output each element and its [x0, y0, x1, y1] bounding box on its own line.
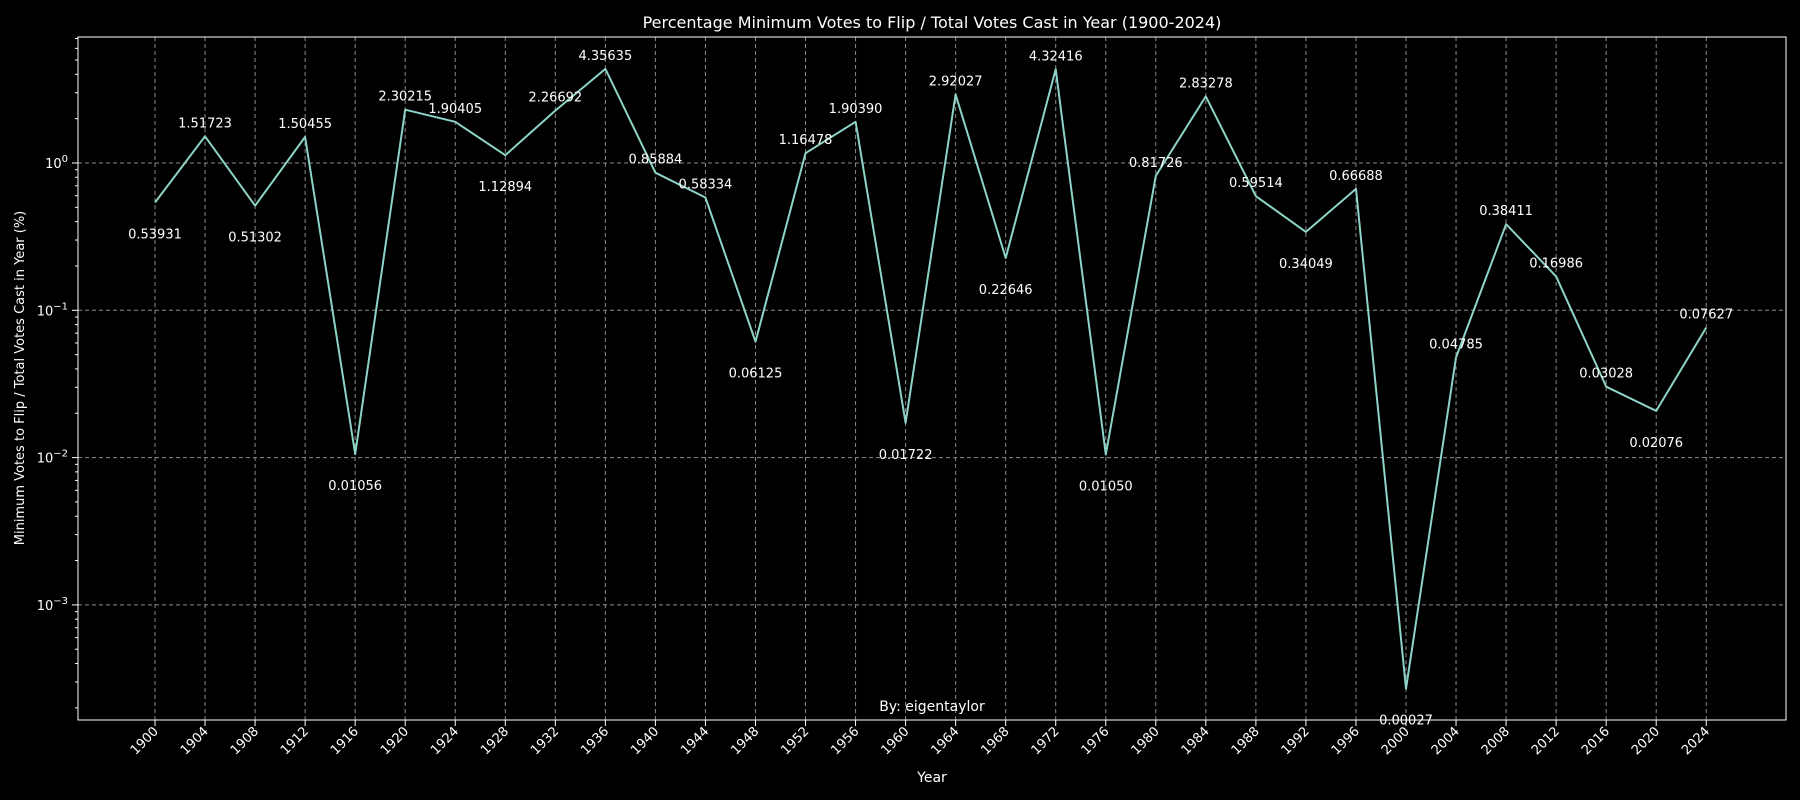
data-label: 1.51723 [178, 116, 232, 131]
data-label: 0.16986 [1529, 256, 1583, 271]
y-tick-label: 10−2 [37, 449, 68, 467]
data-label: 0.00027 [1379, 714, 1433, 729]
data-label: 1.90405 [428, 102, 482, 117]
data-label: 0.03028 [1579, 367, 1633, 382]
data-label: 2.92027 [929, 74, 983, 89]
series [154, 67, 1708, 690]
data-label: 0.22646 [979, 283, 1033, 298]
data-label: 4.32416 [1029, 49, 1083, 64]
data-label: 1.12894 [478, 180, 532, 195]
data-label: 0.58334 [679, 177, 733, 192]
data-label: 1.90390 [829, 102, 883, 117]
data-label: 1.16478 [779, 133, 833, 148]
y-tick-label: 10−3 [37, 596, 68, 614]
data-label: 2.83278 [1179, 76, 1233, 91]
data-label: 0.01056 [328, 479, 382, 494]
y-tick-label: 100 [45, 154, 68, 172]
data-label: 0.07627 [1679, 308, 1733, 323]
y-axis-label: Minimum Votes to Flip / Total Votes Cast… [13, 211, 28, 546]
data-label: 2.26692 [528, 91, 582, 106]
data-label: 0.81726 [1129, 156, 1183, 171]
data-label: 0.53931 [128, 228, 182, 243]
chart-title: Percentage Minimum Votes to Flip / Total… [643, 13, 1222, 32]
data-label: 1.50455 [278, 117, 332, 132]
data-label: 0.51302 [228, 231, 282, 246]
series-line [154, 67, 1708, 690]
data-label: 0.38411 [1479, 204, 1533, 219]
data-label: 0.34049 [1279, 257, 1333, 272]
data-label: 0.85884 [629, 153, 683, 168]
data-labels: 0.53931 1.51723 0.51302 1.50455 0.01056 2.302… [128, 49, 1733, 729]
data-label: 0.06125 [729, 367, 783, 382]
y-tick-label: 10−1 [37, 301, 68, 319]
data-label: 0.66688 [1329, 169, 1383, 184]
data-label: 0.01050 [1079, 479, 1133, 494]
data-label: 0.04785 [1429, 337, 1483, 352]
data-label: 0.01722 [879, 448, 933, 463]
plot-frame [77, 36, 1787, 721]
grid [78, 37, 1786, 720]
data-label: 2.30215 [378, 90, 432, 105]
data-label: 0.02076 [1629, 436, 1683, 451]
y-axis: 100 10−1 10−2 10−3 [37, 38, 78, 709]
credit-annotation: By: eigentaylor [879, 699, 985, 715]
x-axis-label: Year [916, 770, 947, 786]
data-label: 0.59514 [1229, 176, 1283, 191]
data-label: 4.35635 [578, 49, 632, 64]
